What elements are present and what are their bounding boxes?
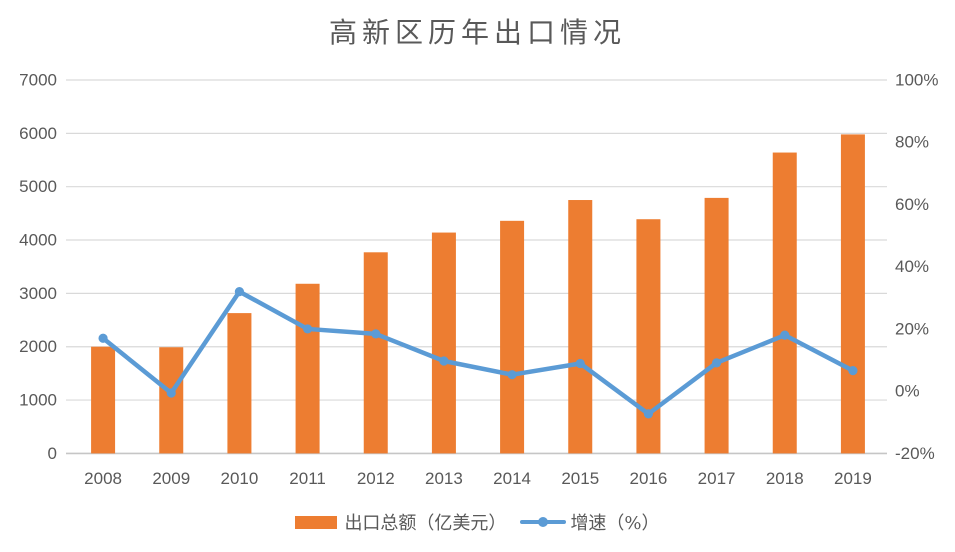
growth-marker-2016 (643, 409, 654, 419)
x-axis-tick-label: 2017 (698, 469, 736, 488)
x-axis-tick-label: 2013 (425, 469, 463, 488)
growth-marker-2010 (234, 286, 245, 297)
export-bar-2015 (568, 200, 593, 454)
growth-marker-2013 (439, 356, 449, 366)
legend-bar-swatch-icon (295, 515, 338, 529)
growth-marker-2009 (166, 388, 176, 398)
right-axis-tick-label: -20% (895, 444, 935, 463)
export-bar-2017 (704, 197, 729, 454)
export-bar-2011 (295, 283, 320, 454)
left-axis-tick-label: 2000 (19, 337, 57, 356)
export-bar-2008 (91, 346, 116, 454)
left-axis-tick-label: 1000 (19, 391, 57, 410)
growth-marker-2012 (371, 329, 381, 339)
growth-marker-2018 (780, 330, 790, 340)
left-axis-tick-label: 4000 (19, 231, 57, 250)
legend-line-swatch-icon (520, 517, 567, 527)
x-axis-tick-label: 2016 (630, 469, 668, 488)
x-axis-tick-label: 2014 (493, 469, 531, 488)
left-axis-tick-label: 5000 (19, 177, 57, 196)
export-bar-2009 (159, 347, 184, 454)
export-bar-2012 (363, 252, 388, 454)
left-axis-tick-label: 3000 (19, 284, 57, 303)
growth-marker-2014 (507, 370, 517, 380)
growth-line (100, 289, 856, 417)
right-axis-tick-label: 80% (895, 133, 929, 152)
legend-item-exports: 出口总额（亿美元） (295, 509, 506, 535)
legend-bar-label: 出口总额（亿美元） (344, 513, 507, 534)
export-bar-2010 (227, 313, 252, 454)
x-axis-tick-label: 2008 (84, 469, 122, 488)
chart-legend: 出口总额（亿美元） 增速（%） (0, 506, 955, 538)
legend-line-label: 增速（%） (570, 513, 660, 534)
export-bar-2019 (840, 134, 865, 454)
x-axis-tick-label: 2015 (561, 469, 599, 488)
x-axis-tick-label: 2010 (221, 469, 259, 488)
x-axis-tick-label: 2009 (152, 469, 190, 488)
right-axis-tick-label: 20% (895, 319, 929, 338)
growth-marker-2015 (575, 358, 585, 369)
right-axis-tick-label: 40% (895, 257, 929, 276)
left-axis-tick-label: 0 (48, 444, 57, 463)
right-axis-tick-label: 100% (895, 71, 938, 90)
export-bar-2013 (431, 232, 456, 454)
x-axis-tick-label: 2011 (289, 469, 326, 488)
x-axis-tick-label: 2012 (357, 469, 395, 488)
growth-marker-2011 (302, 324, 313, 334)
growth-marker-2019 (848, 366, 858, 376)
x-axis-tick-label: 2018 (766, 469, 804, 488)
chart-title: 高新区历年出口情况 (328, 16, 626, 49)
export-bar-2014 (500, 220, 525, 454)
legend-line-marker-dot-icon (538, 517, 549, 527)
export-bar-2018 (772, 152, 797, 454)
x-axis-tick-label: 2019 (834, 469, 872, 488)
right-axis-tick-label: 60% (895, 195, 929, 214)
right-axis-tick-label: 0% (895, 382, 920, 401)
left-axis-tick-label: 6000 (19, 124, 57, 143)
left-axis-tick-label: 7000 (19, 71, 57, 90)
growth-marker-2017 (711, 358, 722, 368)
legend-item-growth: 增速（%） (520, 509, 660, 535)
growth-marker-2008 (98, 333, 108, 343)
